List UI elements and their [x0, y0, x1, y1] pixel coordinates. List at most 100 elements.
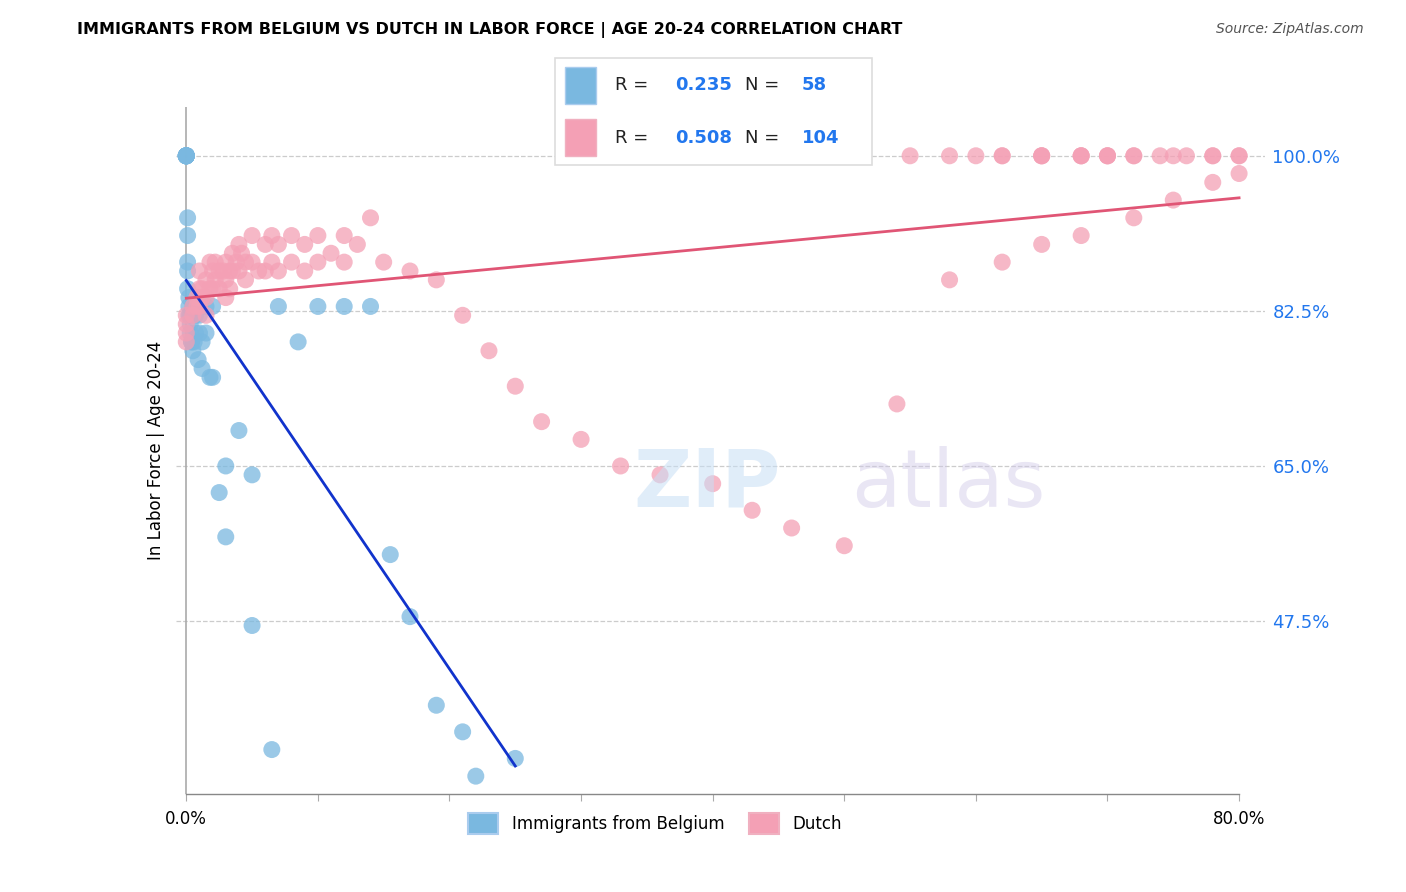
Point: [1122, 211, 1144, 225]
Point: [965, 149, 987, 163]
Point: [267, 264, 290, 278]
Point: [198, 282, 221, 296]
Point: [195, 326, 218, 340]
Point: [307, 255, 329, 269]
Point: [648, 467, 671, 482]
Point: [360, 300, 382, 314]
Point: [503, 751, 526, 765]
Point: [177, 291, 200, 305]
Point: [267, 300, 290, 314]
Point: [215, 255, 238, 269]
Point: [1227, 149, 1250, 163]
Text: IMMIGRANTS FROM BELGIUM VS DUTCH IN LABOR FORCE | AGE 20-24 CORRELATION CHART: IMMIGRANTS FROM BELGIUM VS DUTCH IN LABO…: [77, 22, 903, 38]
Point: [221, 246, 243, 260]
Point: [260, 255, 283, 269]
Point: [180, 334, 202, 349]
Point: [319, 246, 342, 260]
Point: [1031, 149, 1053, 163]
Point: [179, 326, 201, 340]
Point: [1031, 237, 1053, 252]
Point: [991, 149, 1014, 163]
Point: [451, 724, 474, 739]
Point: [218, 264, 240, 278]
Point: [188, 308, 211, 322]
Point: [425, 273, 447, 287]
Text: 104: 104: [801, 128, 839, 146]
Point: [186, 291, 208, 305]
FancyBboxPatch shape: [565, 67, 596, 104]
Point: [333, 228, 356, 243]
Point: [898, 149, 921, 163]
Point: [195, 291, 218, 305]
Point: [201, 300, 224, 314]
Text: 80.0%: 80.0%: [1213, 810, 1265, 828]
Point: [991, 255, 1014, 269]
Point: [215, 291, 238, 305]
Point: [938, 273, 960, 287]
Point: [464, 769, 486, 783]
Point: [399, 264, 422, 278]
Point: [307, 300, 329, 314]
Point: [174, 308, 197, 322]
Point: [215, 458, 238, 473]
Point: [174, 149, 197, 163]
Text: Source: ZipAtlas.com: Source: ZipAtlas.com: [1216, 22, 1364, 37]
Point: [294, 237, 316, 252]
Point: [1070, 228, 1092, 243]
Text: 58: 58: [801, 77, 827, 95]
Point: [191, 282, 214, 296]
Point: [218, 282, 240, 296]
Point: [1097, 149, 1119, 163]
Point: [181, 300, 204, 314]
Point: [373, 255, 395, 269]
Point: [174, 149, 197, 163]
Point: [208, 485, 231, 500]
Point: [174, 326, 197, 340]
Point: [186, 300, 208, 314]
Y-axis label: In Labor Force | Age 20-24: In Labor Force | Age 20-24: [146, 341, 165, 560]
Point: [1202, 149, 1225, 163]
Point: [180, 334, 202, 349]
Point: [254, 237, 277, 252]
Point: [569, 433, 592, 447]
Point: [380, 548, 402, 562]
Point: [195, 308, 218, 322]
Point: [231, 246, 253, 260]
Point: [181, 343, 204, 358]
Text: R =: R =: [616, 128, 654, 146]
Point: [1031, 149, 1053, 163]
Point: [187, 352, 209, 367]
Point: [174, 149, 197, 163]
Point: [1122, 149, 1144, 163]
Point: [235, 255, 257, 269]
Point: [287, 334, 309, 349]
Point: [208, 282, 231, 296]
Point: [1202, 149, 1225, 163]
Point: [254, 264, 277, 278]
Point: [991, 149, 1014, 163]
Point: [780, 521, 803, 535]
Point: [201, 282, 224, 296]
Point: [240, 255, 263, 269]
Point: [188, 326, 211, 340]
Point: [228, 424, 250, 438]
Point: [181, 300, 204, 314]
Point: [208, 264, 231, 278]
Point: [191, 361, 214, 376]
FancyBboxPatch shape: [565, 119, 596, 156]
Text: N =: N =: [745, 128, 785, 146]
Point: [177, 300, 200, 314]
Point: [280, 255, 302, 269]
Point: [179, 308, 201, 322]
Point: [215, 273, 238, 287]
FancyBboxPatch shape: [555, 58, 872, 165]
Point: [425, 698, 447, 713]
Point: [609, 458, 631, 473]
Point: [1227, 149, 1250, 163]
Point: [1202, 175, 1225, 189]
Point: [240, 618, 263, 632]
Point: [212, 264, 235, 278]
Text: 0.0%: 0.0%: [166, 810, 207, 828]
Point: [188, 264, 211, 278]
Point: [174, 149, 197, 163]
